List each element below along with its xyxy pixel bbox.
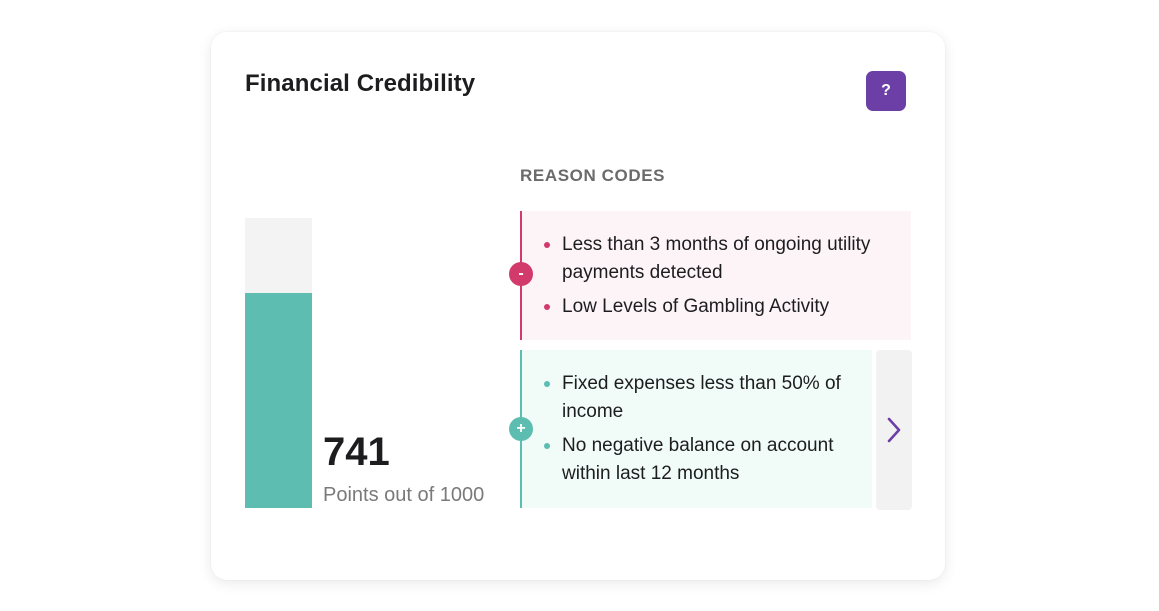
help-button[interactable]: ?: [866, 71, 906, 111]
score-caption: Points out of 1000: [323, 484, 485, 506]
score-bar-fill: [245, 293, 312, 508]
negative-reason-item: Low Levels of Gambling Activity: [544, 293, 891, 321]
minus-icon: -: [509, 262, 533, 286]
negative-reasons-list: Less than 3 months of ongoing utility pa…: [522, 231, 891, 321]
positive-reasons-list: Fixed expenses less than 50% of income N…: [522, 370, 852, 488]
negative-reasons-panel: Less than 3 months of ongoing utility pa…: [520, 211, 911, 340]
score-value: 741: [323, 430, 390, 474]
chevron-right-icon: [887, 417, 901, 443]
plus-icon: +: [509, 417, 533, 441]
financial-credibility-card: Financial Credibility ? 741 Points out o…: [211, 32, 945, 580]
next-reasons-button[interactable]: [876, 350, 912, 510]
score-bar: [245, 218, 312, 508]
card-title: Financial Credibility: [245, 70, 476, 97]
reason-codes-heading: REASON CODES: [520, 166, 666, 185]
positive-reason-item: No negative balance on account within la…: [544, 432, 852, 488]
positive-reasons-panel: Fixed expenses less than 50% of income N…: [520, 350, 872, 508]
negative-reason-item: Less than 3 months of ongoing utility pa…: [544, 231, 891, 287]
positive-reason-item: Fixed expenses less than 50% of income: [544, 370, 852, 426]
